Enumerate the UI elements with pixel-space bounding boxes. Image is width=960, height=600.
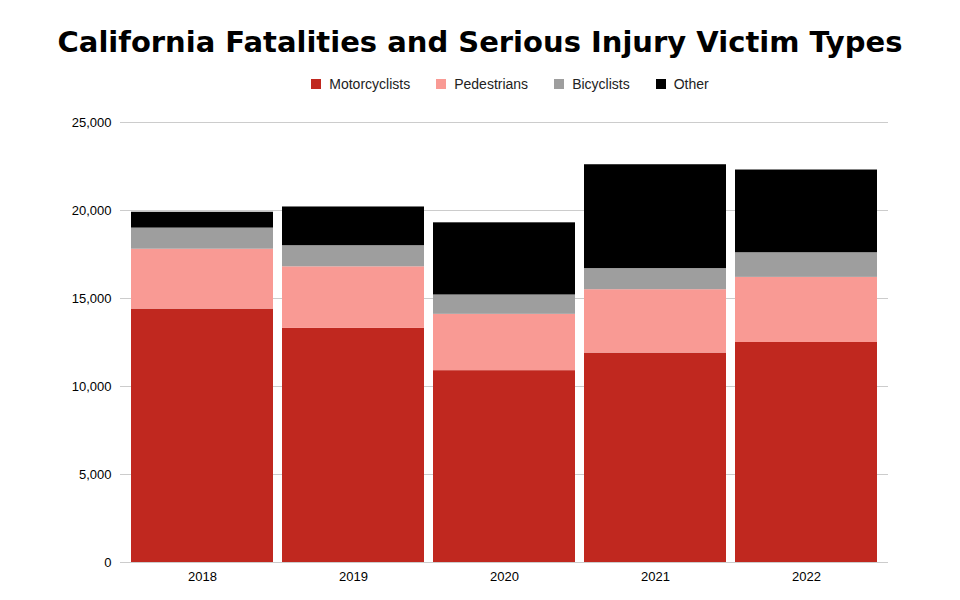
svg-text:15,000: 15,000: [72, 291, 112, 306]
svg-text:2020: 2020: [490, 569, 519, 584]
svg-text:25,000: 25,000: [72, 115, 112, 130]
html-text:Pedestrians: Pedestrians: [454, 76, 529, 92]
html-text:Other: Other: [673, 76, 709, 92]
svg-text:5,000: 5,000: [79, 467, 112, 482]
svg-text:2018: 2018: [188, 569, 217, 584]
svg-text:20,000: 20,000: [72, 203, 112, 218]
html-text:California Fatalities and Seri: California Fatalities and Serious Injury…: [57, 25, 903, 59]
svg-text:0: 0: [104, 555, 111, 570]
html-text:Bicyclists: Bicyclists: [572, 76, 630, 92]
svg-text:2022: 2022: [792, 569, 821, 584]
svg-text:2019: 2019: [339, 569, 368, 584]
svg-text:10,000: 10,000: [72, 379, 112, 394]
html-text:Motorcyclists: Motorcyclists: [329, 76, 411, 92]
svg-text:2021: 2021: [641, 569, 670, 584]
